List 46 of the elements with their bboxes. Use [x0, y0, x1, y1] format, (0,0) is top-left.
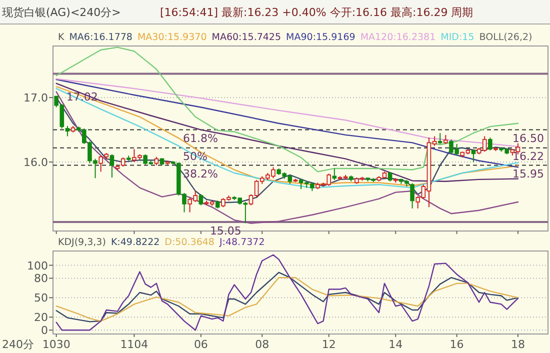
- y-tick-label: 17.0: [24, 92, 48, 105]
- text: MA6:16.1778: [69, 32, 132, 43]
- y-tick-label: 50: [34, 292, 48, 305]
- x-tick-label: 14: [388, 338, 403, 351]
- text: MA120:16.2381: [360, 32, 436, 43]
- y-tick-label: 16.0: [24, 156, 48, 170]
- ref-line-label: 16.22: [512, 150, 544, 163]
- candlestick: [110, 154, 114, 178]
- x-axis-title: 240分: [2, 338, 34, 351]
- annotation: 61.8%: [183, 132, 218, 145]
- candlestick: [65, 125, 70, 137]
- text: MID:15: [440, 32, 474, 43]
- candlestick: [471, 149, 476, 163]
- y-tick-label: 100: [27, 259, 48, 272]
- text: MA30:15.9370: [137, 32, 207, 43]
- chart-subtitle: [16:54:41] 最新:16.23 +0.40% 今开:16.16 最高:16.29 周期: [160, 6, 474, 19]
- annotation: 15.05: [210, 224, 242, 238]
- x-tick-label: 06: [194, 338, 208, 351]
- y-tick-label: 0: [41, 324, 48, 338]
- legend-title: K: [58, 32, 65, 43]
- annotation: 38.2%: [183, 167, 218, 180]
- text: MA90:15.9169: [286, 32, 356, 43]
- ref-line-label: 16.50: [512, 132, 544, 145]
- x-tick-label: 12: [322, 338, 336, 351]
- candlestick: [410, 182, 414, 209]
- ref-line-label: 15.95: [512, 167, 544, 180]
- x-tick-label: 16: [450, 338, 464, 351]
- y-tick-label: 80: [34, 272, 48, 286]
- candlestick: [444, 134, 448, 144]
- legend-title: KDJ(9,3,3): [58, 237, 106, 248]
- chart-title: 现货白银(AG)<240分>: [2, 6, 121, 19]
- x-tick-label: 08: [255, 338, 270, 351]
- candlestick: [488, 137, 492, 151]
- text: D:50.3648: [164, 237, 214, 248]
- text: K:49.8222: [110, 237, 160, 248]
- candlestick: [198, 194, 204, 206]
- x-tick-label: 1104: [120, 338, 148, 351]
- y-tick-label: 20: [34, 311, 48, 324]
- x-tick-label: 18: [510, 338, 525, 351]
- line-series: [56, 254, 519, 331]
- text: BOLL(26,2): [479, 32, 532, 43]
- text: MA60:15.7425: [212, 32, 282, 43]
- candlestick: [120, 157, 126, 168]
- series-label: J:48.7372: [218, 237, 265, 248]
- candlestick: [438, 132, 442, 144]
- x-tick-label: 1030: [42, 338, 70, 351]
